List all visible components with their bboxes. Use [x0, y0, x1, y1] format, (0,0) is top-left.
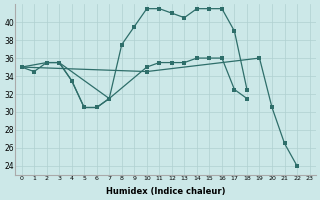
X-axis label: Humidex (Indice chaleur): Humidex (Indice chaleur) — [106, 187, 225, 196]
